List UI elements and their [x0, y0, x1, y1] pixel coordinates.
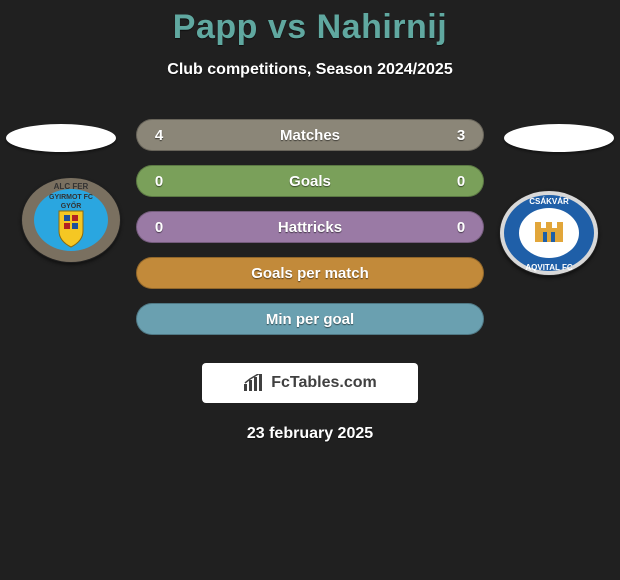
stat-left-value: 0: [152, 219, 166, 236]
stat-label: Matches: [136, 127, 484, 144]
gyirmot-badge-icon: ALC FER GYIRMOT FC GYŐR: [21, 177, 121, 263]
stat-row: 0 Hattricks 0: [136, 211, 484, 243]
halo-left: [6, 124, 116, 152]
watermark-text: FcTables.com: [271, 374, 377, 392]
stat-label: Hattricks: [136, 219, 484, 236]
stat-label: Goals: [136, 173, 484, 190]
watermark: FcTables.com: [202, 363, 418, 403]
badge-right-text-bottom: AQVITAL FC: [525, 263, 572, 272]
stat-row: 0 Goals 0: [136, 165, 484, 197]
badge-left-text-mid: GYIRMOT FC: [49, 194, 93, 201]
stat-label: Goals per match: [136, 265, 484, 282]
stat-left-value: 0: [152, 173, 166, 190]
page-subtitle: Club competitions, Season 2024/2025: [0, 61, 620, 79]
badge-left-text-top: ALC FER: [54, 182, 89, 191]
stat-right-value: 0: [454, 173, 468, 190]
infographic-root: Papp vs Nahirnij Club competitions, Seas…: [0, 0, 620, 580]
aqvital-badge-icon: CSÁKVÁR AQVITAL FC: [499, 190, 599, 276]
stat-row: 4 Matches 3: [136, 119, 484, 151]
stat-row: Min per goal: [136, 303, 484, 335]
page-title: Papp vs Nahirnij: [0, 0, 620, 47]
date-text: 23 february 2025: [0, 425, 620, 443]
badge-left-text-bottom: GYŐR: [61, 201, 82, 210]
stat-right-value: 0: [454, 219, 468, 236]
club-badge-right: CSÁKVÁR AQVITAL FC: [499, 190, 599, 276]
halo-right: [504, 124, 614, 152]
stat-label: Min per goal: [136, 311, 484, 328]
stat-row: Goals per match: [136, 257, 484, 289]
club-badge-left: ALC FER GYIRMOT FC GYŐR: [21, 177, 121, 263]
badge-right-text-top: CSÁKVÁR: [529, 197, 569, 206]
bars-icon: [243, 374, 265, 392]
stat-right-value: 3: [454, 127, 468, 144]
stat-left-value: 4: [152, 127, 166, 144]
